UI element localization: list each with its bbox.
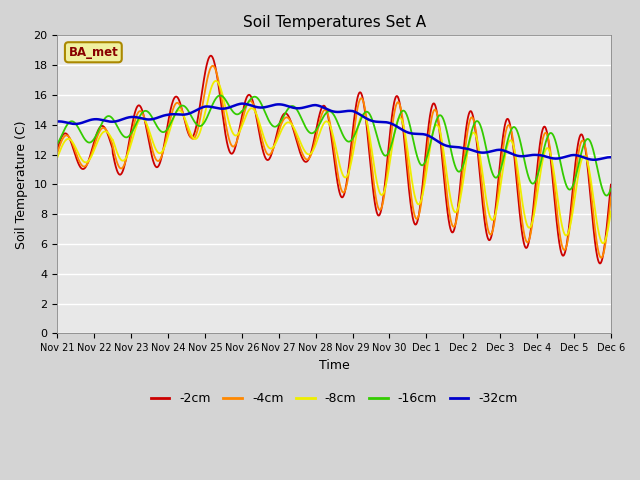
-32cm <box>289 105 296 110</box>
-2cm <box>54 146 61 152</box>
-32cm <box>369 118 376 124</box>
X-axis label: Time: Time <box>319 359 349 372</box>
Line: -4cm: -4cm <box>58 66 611 258</box>
-4cm <box>289 122 296 128</box>
-16cm <box>607 186 614 192</box>
-4cm <box>310 143 318 148</box>
-32cm <box>607 155 614 160</box>
Y-axis label: Soil Temperature (C): Soil Temperature (C) <box>15 120 28 249</box>
-8cm <box>310 146 318 152</box>
-8cm <box>119 158 127 164</box>
-2cm <box>300 158 308 164</box>
-16cm <box>300 121 308 127</box>
-16cm <box>97 124 104 130</box>
-8cm <box>607 209 614 215</box>
Line: -16cm: -16cm <box>58 96 611 195</box>
Legend: -2cm, -4cm, -8cm, -16cm, -32cm: -2cm, -4cm, -8cm, -16cm, -32cm <box>145 387 523 410</box>
-32cm <box>119 116 127 122</box>
Line: -32cm: -32cm <box>58 104 611 160</box>
-2cm <box>207 53 215 59</box>
-4cm <box>300 154 308 160</box>
Text: BA_met: BA_met <box>68 46 118 59</box>
-8cm <box>369 154 376 159</box>
-2cm <box>289 124 296 130</box>
-4cm <box>607 194 614 200</box>
-32cm <box>238 101 246 107</box>
-16cm <box>54 141 61 146</box>
-4cm <box>209 63 217 69</box>
-32cm <box>54 119 61 124</box>
-8cm <box>212 78 220 84</box>
-16cm <box>369 119 376 124</box>
-16cm <box>289 103 296 109</box>
-8cm <box>97 133 104 139</box>
-16cm <box>310 130 318 135</box>
-8cm <box>300 147 308 153</box>
-8cm <box>289 123 296 129</box>
-32cm <box>310 102 318 108</box>
-4cm <box>119 165 127 170</box>
Line: -2cm: -2cm <box>58 56 611 264</box>
-4cm <box>369 171 376 177</box>
-4cm <box>54 150 61 156</box>
Line: -8cm: -8cm <box>58 81 611 243</box>
-2cm <box>119 168 127 174</box>
-16cm <box>603 192 611 198</box>
-32cm <box>590 157 598 163</box>
-32cm <box>97 117 104 122</box>
-16cm <box>119 132 127 138</box>
-8cm <box>54 155 61 160</box>
-2cm <box>310 137 318 143</box>
-4cm <box>597 255 605 261</box>
Title: Soil Temperatures Set A: Soil Temperatures Set A <box>243 15 426 30</box>
-2cm <box>369 184 376 190</box>
-2cm <box>97 124 104 130</box>
-16cm <box>216 93 224 98</box>
-32cm <box>300 105 308 110</box>
-4cm <box>97 127 104 133</box>
-2cm <box>596 261 604 266</box>
-8cm <box>599 240 607 246</box>
-2cm <box>607 182 614 188</box>
